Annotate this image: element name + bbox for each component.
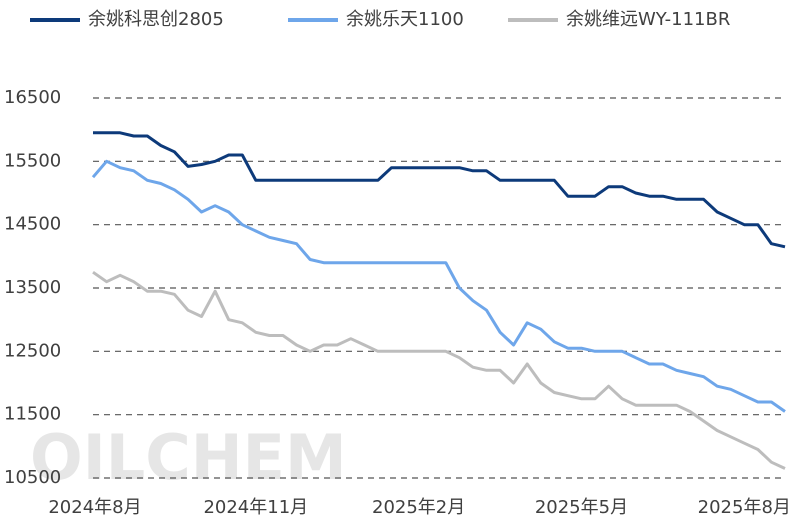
series-line — [93, 131, 786, 249]
y-tick-label: 13500 — [4, 277, 61, 298]
y-tick-label: 11500 — [4, 404, 61, 425]
y-tick-label: 10500 — [4, 467, 61, 488]
x-tick-label: 2024年8月 — [48, 497, 141, 518]
legend-label: 余姚乐天1100 — [346, 9, 464, 30]
y-tick-label: 16500 — [4, 87, 61, 108]
y-tick-label: 15500 — [4, 150, 61, 171]
series-line — [92, 270, 786, 470]
y-tick-label: 12500 — [4, 340, 61, 361]
legend-label: 余姚科思创2805 — [88, 9, 224, 30]
y-tick-label: 14500 — [4, 214, 61, 235]
x-tick-label: 2024年11月 — [203, 497, 308, 518]
watermark: OILCHEM — [30, 421, 347, 494]
x-tick-label: 2025年8月 — [698, 497, 791, 518]
x-tick-label: 2025年2月 — [372, 497, 465, 518]
legend-label: 余姚维远WY-111BR — [566, 9, 730, 30]
x-tick-label: 2025年5月 — [535, 497, 628, 518]
series-line — [91, 159, 786, 413]
